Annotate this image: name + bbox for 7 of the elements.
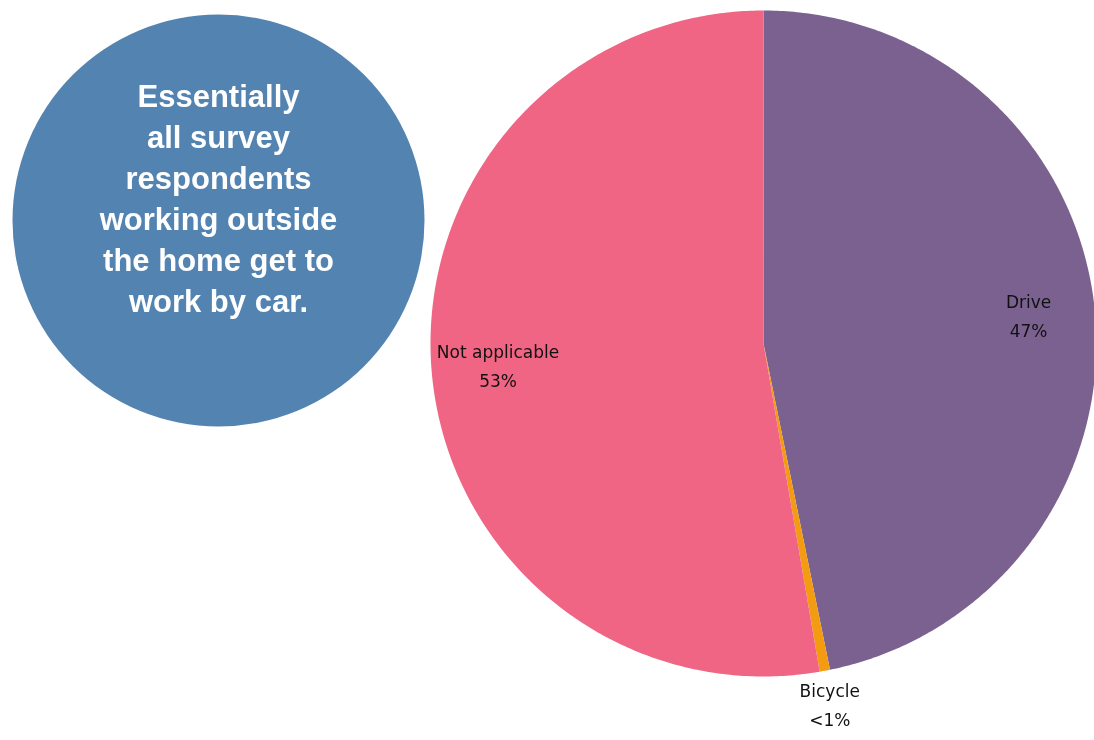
slice-label: Drive (1005, 292, 1052, 313)
data-label: 53% (479, 370, 517, 391)
slice-label: Bicycle (799, 681, 860, 702)
data-label: <1% (809, 710, 851, 731)
slice-label: Not applicable (436, 341, 560, 362)
data-label: 47% (1009, 321, 1048, 342)
text: Essentially all survey respondents working outside the home get to work by car. (98, 78, 338, 319)
